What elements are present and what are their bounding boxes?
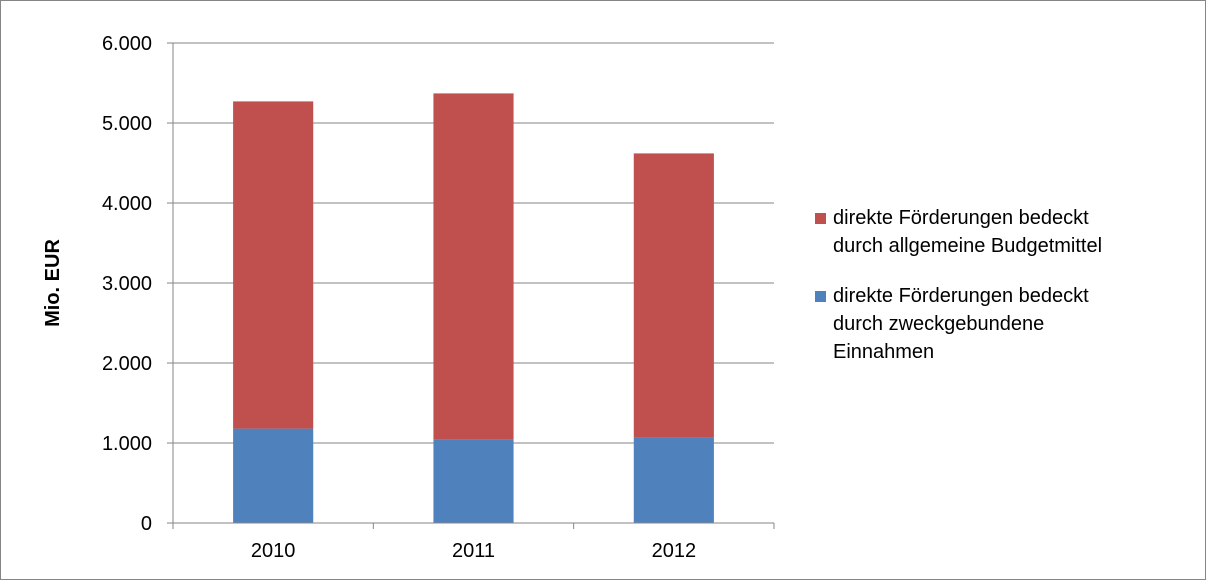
y-tick-label: 5.000 [102, 113, 152, 135]
legend-swatch-allgemeine-budgetmittel [815, 213, 826, 224]
x-tick-label: 2011 [452, 540, 495, 562]
y-tick-label: 2.000 [102, 353, 152, 375]
y-tick-label: 3.000 [102, 273, 152, 295]
y-tick-label: 1.000 [102, 433, 152, 455]
y-tick-label: 6.000 [102, 33, 152, 55]
y-tick-label: 4.000 [102, 193, 152, 215]
bars [233, 93, 714, 523]
y-axis-label: Mio. EUR [42, 239, 64, 327]
legend-label-zweckgebundene-einnahmen: direkte Förderungen bedeckt durch zweckg… [833, 285, 1089, 363]
bar-segment-2011-series-0 [433, 439, 514, 523]
legend: direkte Förderungen bedeckt durch allgem… [815, 204, 1195, 388]
x-tick-labels: 2010 2011 2012 [251, 540, 696, 562]
x-tick-label: 2010 [251, 540, 296, 562]
bar-segment-2010-series-0 [233, 428, 314, 523]
legend-label-allgemeine-budgetmittel: direkte Förderungen bedeckt durch allgem… [833, 207, 1103, 257]
bar-segment-2012-series-0 [633, 437, 714, 523]
y-tick-label: 0 [141, 513, 152, 535]
axes [167, 42, 775, 529]
bar-segment-2011-series-1 [433, 93, 514, 440]
legend-item-zweckgebundene-einnahmen: direkte Förderungen bedeckt durch zweckg… [815, 282, 1195, 366]
legend-swatch-zweckgebundene-einnahmen [815, 291, 826, 302]
bar-segment-2010-series-1 [233, 101, 314, 429]
legend-item-allgemeine-budgetmittel: direkte Förderungen bedeckt durch allgem… [815, 204, 1195, 260]
x-tick-label: 2012 [652, 540, 697, 562]
y-tick-labels: 0 1.000 2.000 3.000 4.000 5.000 6.000 [102, 33, 152, 535]
bar-segment-2012-series-1 [633, 153, 714, 438]
